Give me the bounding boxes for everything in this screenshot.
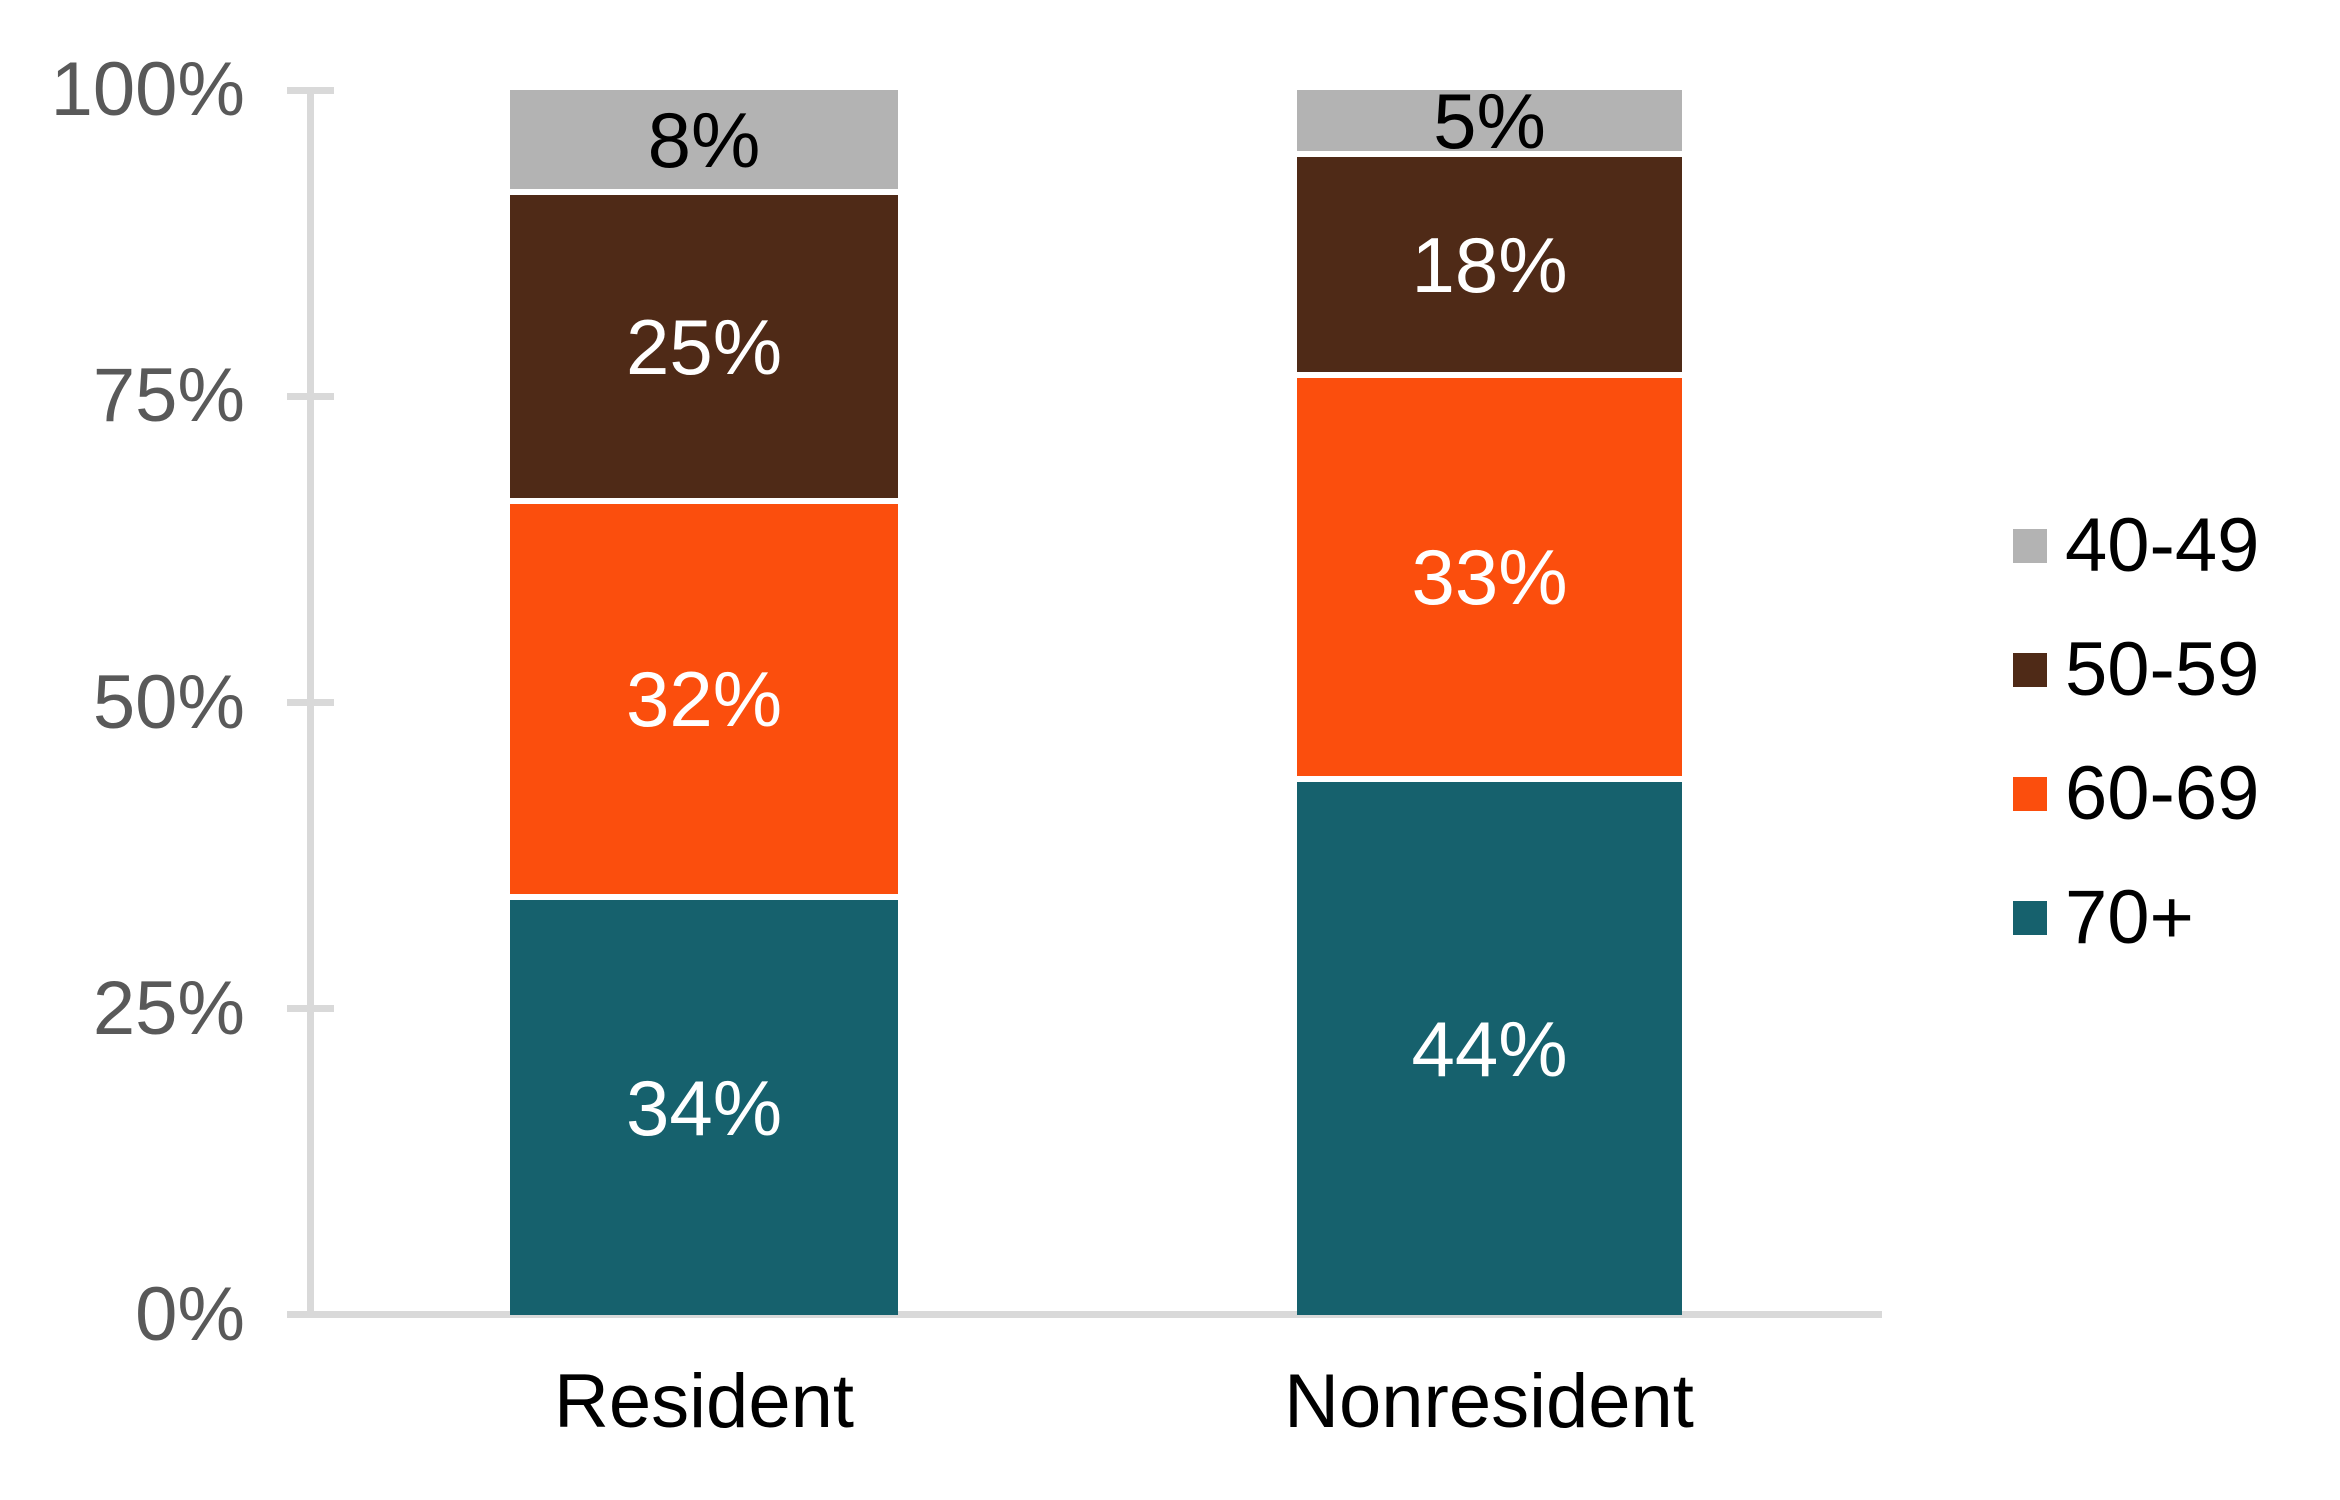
segment-resident-40-49: 8%	[510, 90, 898, 189]
legend-label: 60-69	[2065, 751, 2260, 836]
y-axis-label-100: 100%	[50, 47, 245, 132]
legend-item-50-59: 50-59	[2013, 630, 2259, 710]
bar-value-label: 5%	[1433, 76, 1546, 165]
y-axis-label-0: 0%	[135, 1272, 245, 1357]
legend-swatch-icon	[2013, 777, 2047, 811]
bar-value-label: 33%	[1411, 532, 1568, 621]
legend-label: 50-59	[2065, 627, 2260, 712]
bar-value-label: 34%	[625, 1063, 783, 1152]
legend-label: 40-49	[2065, 503, 2260, 588]
segment-resident-60-69: 32%	[510, 498, 898, 895]
y-axis-label-25: 25%	[92, 966, 245, 1051]
bar-value-label: 8%	[647, 95, 761, 184]
legend-swatch-icon	[2013, 529, 2047, 563]
segment-resident-50-59: 25%	[510, 189, 898, 499]
bar-value-label: 18%	[1411, 220, 1568, 309]
bar-nonresident: 44% 33% 18% 5%	[1297, 80, 1682, 1315]
bar-resident: 34% 32% 25% 8%	[510, 90, 898, 1315]
category-label-nonresident: Nonresident	[1284, 1359, 1694, 1444]
segment-nonresident-60-69: 33%	[1297, 371, 1682, 776]
segment-nonresident-40-49: 5%	[1297, 80, 1682, 162]
legend-item-40-49: 40-49	[2013, 506, 2259, 586]
legend-item-60-69: 60-69	[2013, 754, 2259, 834]
segment-resident-70: 34%	[510, 894, 898, 1315]
y-axis-label-75: 75%	[92, 353, 245, 438]
segment-nonresident-50-59: 18%	[1297, 151, 1682, 372]
y-axis-label-50: 50%	[92, 660, 245, 745]
bar-value-label: 44%	[1411, 1004, 1568, 1093]
bar-value-label: 25%	[625, 302, 783, 391]
legend-label: 70+	[2065, 875, 2194, 960]
legend-swatch-icon	[2013, 653, 2047, 687]
legend-swatch-icon	[2013, 901, 2047, 935]
category-label-resident: Resident	[554, 1359, 854, 1444]
segment-nonresident-70: 44%	[1297, 776, 1682, 1315]
x-axis-baseline	[287, 1311, 1882, 1318]
legend-item-70-: 70+	[2013, 878, 2194, 958]
y-axis-line	[307, 87, 314, 1318]
bar-value-label: 32%	[625, 655, 783, 744]
